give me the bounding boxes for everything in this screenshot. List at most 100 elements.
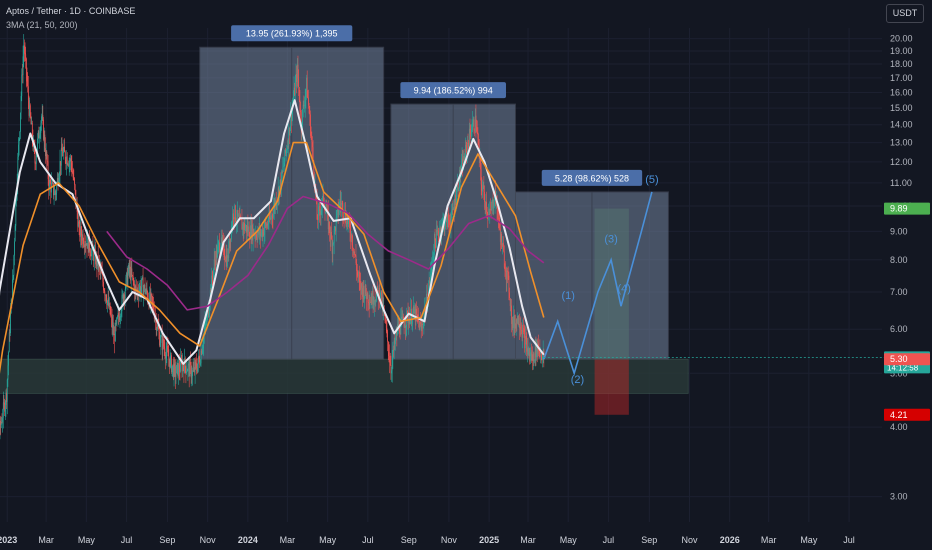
candle-body — [426, 293, 427, 305]
candle-body — [0, 421, 2, 425]
candle-body — [386, 328, 388, 332]
candle-body — [333, 243, 334, 244]
candle-body — [482, 188, 483, 192]
candle-body — [78, 221, 79, 227]
candle-body — [391, 359, 393, 371]
candle-body — [405, 326, 406, 328]
candle-body — [476, 131, 478, 133]
measure-label: 5.28 (98.62%) 528 — [555, 173, 629, 183]
price-axis-label: 7.00 — [890, 287, 908, 297]
candle-body — [87, 237, 89, 249]
candle-body — [206, 313, 208, 322]
candle-body — [399, 323, 400, 334]
symbol-title[interactable]: Aptos / Tether · 1D · COINBASE — [6, 6, 136, 16]
candle-body — [157, 325, 159, 329]
candle-body — [35, 156, 37, 165]
price-axis-label: 6.00 — [890, 324, 908, 334]
candle-body — [192, 370, 194, 372]
indicator-legend[interactable]: 3MA (21, 50, 200) — [6, 20, 78, 30]
candle-body — [133, 281, 135, 284]
candle-body — [410, 308, 412, 324]
candle-body — [518, 323, 520, 325]
candle-body — [160, 336, 162, 343]
candle-body — [373, 304, 375, 306]
candle-body — [368, 302, 369, 303]
candle-body — [228, 241, 230, 249]
candle-body — [87, 237, 89, 253]
candle-body — [374, 300, 375, 305]
candle-body — [122, 294, 124, 296]
candle-body — [366, 292, 368, 300]
candle-body — [336, 211, 338, 218]
candle-body — [363, 286, 365, 300]
candle-body — [45, 148, 46, 157]
candle-body — [103, 282, 104, 291]
candle-body — [507, 271, 509, 276]
candle-body — [412, 306, 414, 313]
candle-body — [122, 294, 124, 303]
candle-body — [111, 316, 113, 328]
candle-body — [317, 206, 319, 221]
candle-body — [524, 336, 526, 349]
time-axis-label: Mar — [761, 535, 777, 545]
candle-body — [225, 259, 226, 262]
candle-body — [414, 308, 416, 322]
candle-body — [288, 127, 290, 146]
candle-body — [310, 114, 311, 136]
candle-body — [470, 131, 472, 137]
candle-body — [419, 321, 421, 330]
candle-body — [504, 267, 506, 271]
currency-button[interactable]: USDT — [886, 4, 924, 23]
candle-body — [499, 228, 501, 242]
candle-body — [52, 183, 54, 196]
time-axis[interactable]: 2023 Mar May Jul Sep Nov 2024 Mar May Jul Sep Nov 20… — [0, 535, 855, 545]
candle-body — [75, 189, 77, 204]
candle-body — [203, 335, 205, 345]
candle-body — [434, 234, 435, 255]
candle-body — [175, 373, 177, 377]
candle-body — [403, 321, 405, 328]
candle-body — [172, 364, 174, 378]
candle-body — [437, 230, 439, 233]
candle-body — [13, 255, 15, 276]
candle-body — [407, 312, 409, 323]
elliott-wave-projection: (1) (2) (3) (4) (5) — [543, 174, 659, 386]
candle-body — [184, 358, 185, 373]
candle-body — [207, 309, 209, 316]
candle-body — [37, 138, 38, 151]
candle-body — [46, 151, 48, 162]
candle-body — [424, 308, 426, 314]
candle-body — [511, 305, 512, 325]
candle-body — [239, 215, 241, 218]
candle-body — [234, 205, 236, 220]
time-axis-label: Jul — [362, 535, 374, 545]
candle-body — [145, 291, 147, 294]
candle-body — [19, 131, 21, 139]
candle-body — [45, 151, 47, 157]
candle-body — [165, 352, 167, 359]
candle-body — [115, 323, 117, 324]
candle-body — [307, 97, 309, 99]
candle-body — [187, 365, 189, 372]
candle-body — [104, 291, 106, 296]
candle-body — [422, 323, 423, 325]
candle-body — [323, 193, 325, 203]
candle-body — [282, 166, 284, 172]
candle-body — [442, 220, 444, 221]
candle-body — [227, 255, 229, 258]
candle-body — [219, 250, 221, 253]
candle-body — [139, 285, 141, 291]
candle-body — [474, 130, 476, 132]
candle-body — [27, 86, 29, 101]
candle-body — [241, 219, 243, 230]
candle-body — [205, 321, 207, 322]
candle-body — [528, 348, 530, 355]
candle-body — [513, 316, 514, 328]
candle-body — [412, 312, 414, 322]
candle-body — [432, 256, 434, 262]
candle-body — [215, 260, 216, 266]
candle-body — [452, 208, 454, 211]
candle-body — [60, 147, 62, 166]
candle-body — [370, 299, 372, 303]
